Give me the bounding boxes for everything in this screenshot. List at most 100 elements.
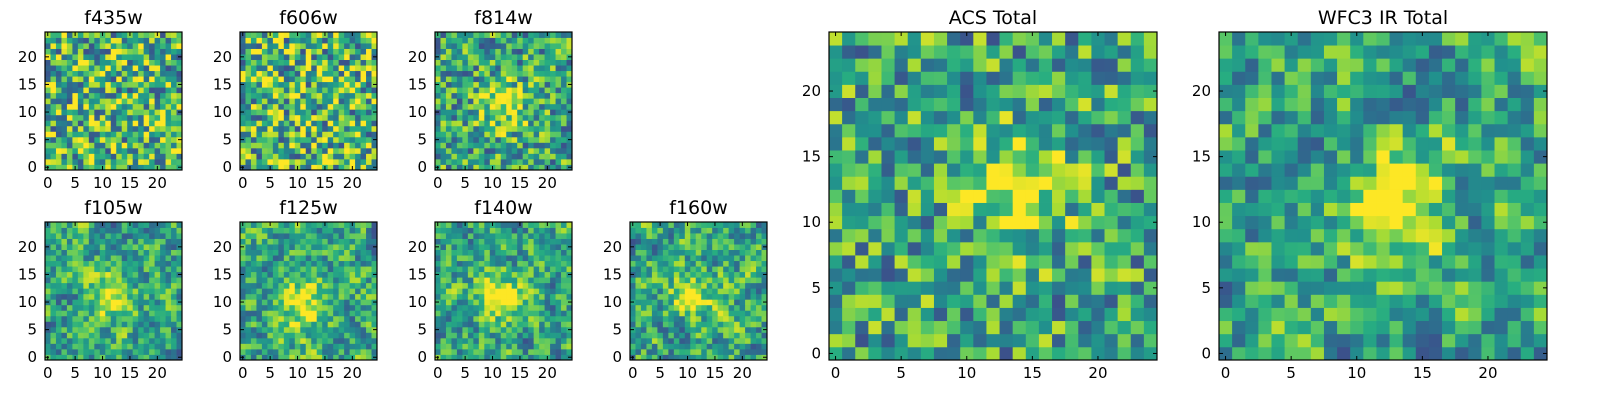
heatmap-cell [855,228,869,243]
heatmap-cell [88,114,95,121]
heatmap-cell [94,92,101,99]
heatmap-cell [533,48,540,55]
heatmap-cell [706,348,713,355]
heatmap-cell [110,48,117,55]
heatmap-cell [445,70,452,77]
heatmap-cell [734,348,740,355]
heatmap-cell [83,348,90,355]
heatmap-cell [256,310,263,317]
heatmap-cell [316,255,323,262]
heatmap-cell [366,109,372,116]
heatmap-cell [462,310,469,317]
heatmap-cell [829,281,843,295]
heatmap-cell [684,238,691,245]
heatmap-cell [66,103,73,110]
heatmap-cell [484,164,491,171]
heatmap-cell [1104,346,1119,361]
heatmap-cell [684,348,691,355]
heatmap-cell [311,277,318,284]
heatmap-cell [116,114,123,121]
heatmap-cell [55,293,62,300]
heatmap-cell [289,81,296,88]
heatmap-cell [55,255,62,262]
heatmap-cell [116,337,123,344]
heatmap-cell [256,288,263,295]
heatmap-cell [355,114,361,121]
heatmap-cell [256,103,263,110]
heatmap-cell [630,315,636,322]
heatmap-cell [165,87,172,94]
heatmap-cell [539,222,545,228]
heatmap-cell [132,103,139,110]
heatmap-cell [506,233,513,239]
heatmap-cell [171,43,177,49]
heatmap-cell [679,238,686,245]
heatmap-cell [528,114,535,121]
heatmap-cell [143,304,150,311]
heatmap-cell [338,164,345,171]
heatmap-cell [88,238,95,245]
heatmap-cell [110,288,117,295]
heatmap-cell [72,255,79,262]
heatmap-cell [55,348,62,355]
heatmap-cell [50,238,57,245]
heatmap-cell [149,81,155,88]
heatmap-cell [45,315,51,322]
heatmap-cell [881,241,895,256]
heatmap-cell [868,255,882,269]
heatmap-cell [739,304,746,311]
heatmap-cell [566,70,573,77]
heatmap-cell [355,98,361,105]
heatmap-cell [517,114,524,121]
heatmap-cell [256,142,263,149]
heatmap-cell [701,255,708,262]
heatmap-cell [539,282,545,289]
heatmap-cell [456,147,463,154]
heatmap-cell [55,222,62,228]
heatmap-cell [66,158,73,165]
heatmap-cell [550,310,556,317]
heatmap-cell [517,59,524,66]
heatmap-cell [267,277,274,284]
heatmap-cell [77,293,84,300]
heatmap-cell [640,348,647,355]
heatmap-cell [360,233,367,239]
heatmap-cell [673,238,680,245]
heatmap-cell [83,48,90,55]
heatmap-cell [77,260,84,267]
heatmap-cell [154,244,161,250]
heatmap-cell [511,244,518,250]
heatmap-cell [300,255,307,262]
heatmap-cell [561,142,567,149]
heatmap-cell [344,153,350,160]
heatmap-cell [533,304,540,311]
heatmap-cell [522,76,529,83]
heatmap-cell [165,293,172,300]
heatmap-cell [289,164,296,171]
heatmap-cell [528,277,535,284]
heatmap-cell [456,348,463,355]
heatmap-cell [256,337,263,344]
heatmap-cell [717,277,724,284]
heatmap-cell [706,343,713,350]
heatmap-cell [154,321,161,328]
heatmap-cell [1143,202,1158,217]
heatmap-cell [138,114,145,121]
heatmap-cell [176,343,183,350]
heatmap-cell [761,222,768,228]
heatmap-cell [517,304,524,311]
heatmap-cell [171,147,177,154]
heatmap-cell [338,142,345,149]
heatmap-cell [451,158,458,165]
heatmap-cell [734,321,740,328]
heatmap-cell [517,288,524,295]
heatmap-cell [99,142,106,149]
heatmap-cell [45,238,51,245]
heatmap-cell [734,249,740,256]
heatmap-cell [1038,189,1053,203]
heatmap-cell [511,103,518,110]
heatmap-cell [160,65,166,72]
heatmap-cell [278,343,285,350]
heatmap-cell [566,131,573,138]
heatmap-cell [289,310,296,317]
